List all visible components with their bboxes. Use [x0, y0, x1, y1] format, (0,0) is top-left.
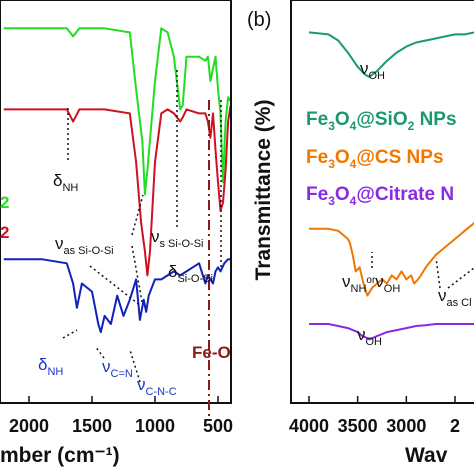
legend-citrate: Fe3O4@Citrate N: [306, 184, 454, 208]
guide-line-6: [89, 265, 142, 307]
panel-a-guides: [62, 70, 222, 420]
x-tick-label: 2000: [9, 416, 49, 436]
series-line-b-2: [309, 323, 474, 341]
annot-nu-c-n-c: νC-N-C: [137, 375, 177, 398]
panel-a-xlabel: mber (cm⁻¹): [0, 444, 120, 467]
x-tick-label: 1500: [72, 416, 112, 436]
x-tick-label: 2: [450, 416, 460, 436]
b-annot-nu-nh-or-oh: νNHorνOH: [342, 272, 400, 295]
series-line-b-1: [309, 222, 474, 297]
guide-line-7: [62, 329, 78, 339]
panel-b-ylabel: Transmittance (%): [252, 100, 275, 281]
b-guide-2: [435, 257, 441, 289]
annot-nu-c-n: νC=N: [102, 357, 133, 380]
annot-delta-si-o-si: δSi-O-Si: [168, 262, 213, 285]
x-tick-label: 4000: [289, 416, 329, 436]
guide-line-4: [131, 194, 144, 236]
series-line-a-2: [3, 258, 230, 334]
panel-b-label: (b): [247, 9, 271, 31]
legend-cs: Fe3O4@CS NPs: [306, 147, 444, 171]
panel-b-x-ticks: 4000 3500 3000 2: [289, 396, 460, 436]
b-annot-nu-as-cl: νas Cl: [438, 286, 472, 309]
series-line-a-1: [3, 105, 230, 277]
panel-b-frame: [290, 0, 474, 404]
panel-b-legend: Fe3O4@SiO2 NPs Fe3O4@CS NPs Fe3O4@Citrat…: [306, 109, 457, 208]
fragment-red: 2: [0, 223, 9, 242]
b-guide-3: [447, 267, 474, 289]
panel-b-xlabel: Wav: [405, 444, 448, 467]
x-tick-label: 3000: [386, 416, 426, 436]
guide-line-9: [129, 349, 141, 383]
x-tick-label: 500: [203, 416, 233, 436]
panel-a-annotations: 2 2 δNH νas Si-O-Si νs Si-O-Si δSi-O-Si …: [0, 171, 231, 398]
panel-b-guides: [371, 252, 474, 289]
panel-b-annotations: νOH νNHorνOH νas Cl νOH: [342, 59, 472, 348]
series-line-a-0: [3, 27, 230, 196]
annot-nu-s-si-o-si: νs Si-O-Si: [151, 227, 204, 250]
panel-a-series: [3, 27, 230, 334]
legend-sio2: Fe3O4@SiO2 NPs: [306, 109, 457, 133]
b-annot-nu-oh-top: νOH: [360, 59, 385, 82]
panel-b-series: [308, 31, 474, 341]
annot-delta-nh: δNH: [53, 171, 78, 194]
x-tick-label: 1000: [135, 416, 175, 436]
annot-delta-nh-blue: δNH: [38, 355, 63, 378]
annot-nu-as-si-o-si: νas Si-O-Si: [55, 234, 114, 257]
fragment-green: 2: [0, 193, 9, 212]
series-line-b-0: [308, 31, 474, 78]
panel-a-x-ticks: 2000 1500 1000 500: [9, 396, 233, 436]
b-annot-nu-oh-bottom: νOH: [357, 325, 382, 348]
panel-a-frame: [0, 0, 232, 404]
x-tick-label: 3500: [338, 416, 378, 436]
annot-fe-o: Fe-O: [192, 343, 231, 362]
